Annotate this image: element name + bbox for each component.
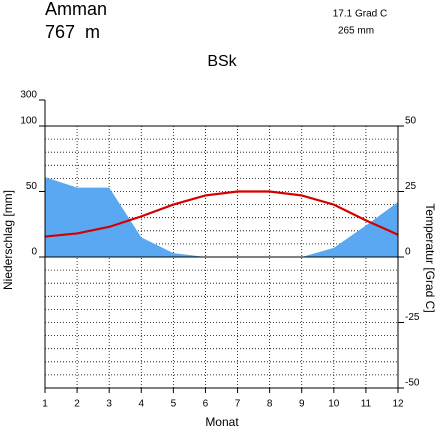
x-tick-label: 6 [203, 399, 209, 410]
x-tick-label: 1 [42, 399, 48, 410]
annual-precipitation: 265 mm [338, 26, 374, 37]
x-tick-label: 3 [106, 399, 112, 410]
precipitation-area [45, 177, 398, 257]
x-tick-label: 5 [171, 399, 177, 410]
climate-class: BSk [207, 53, 237, 70]
temperature-line [44, 190, 399, 238]
y-axis-label: Niederschlag [mm] [1, 190, 15, 290]
x-tick-label: 9 [299, 399, 305, 410]
y2-tick-label: -25 [405, 312, 420, 323]
y2-tick-label: 25 [405, 181, 417, 192]
station-name: Amman [45, 0, 107, 19]
x-tick-label: 8 [267, 399, 273, 410]
y-tick-label: 0 [31, 247, 37, 258]
y-tick-label: 300 [20, 90, 37, 101]
y2-axis-label: Temperatur [Grad C] [423, 203, 437, 312]
y2-tick-label: 0 [405, 247, 411, 258]
x-tick-label: 4 [138, 399, 144, 410]
y2-tick-label: -50 [405, 378, 420, 389]
x-tick-label: 10 [328, 399, 340, 410]
mean-temperature: 17.1 Grad C [333, 9, 387, 20]
y2-tick-label: 50 [405, 116, 417, 127]
x-axis-label: Monat [205, 415, 239, 429]
x-tick-label: 12 [392, 399, 404, 410]
y-tick-label: 100 [20, 116, 37, 127]
x-tick-label: 2 [74, 399, 80, 410]
elevation: 767 m [45, 22, 100, 42]
x-tick-label: 7 [235, 399, 241, 410]
y-tick-label: 50 [26, 181, 38, 192]
x-tick-label: 11 [361, 399, 372, 410]
